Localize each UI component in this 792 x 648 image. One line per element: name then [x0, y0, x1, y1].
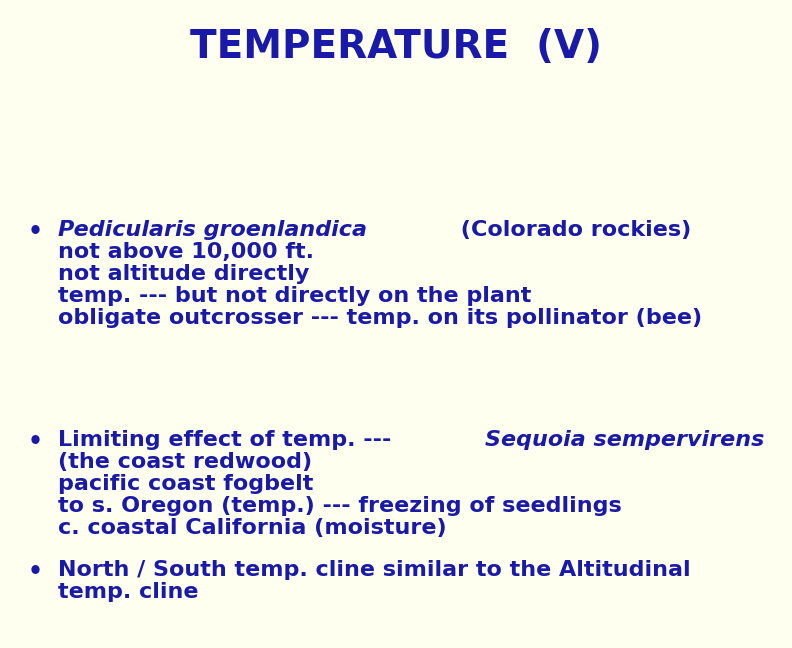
Text: •: •: [28, 560, 43, 584]
Text: Limiting effect of temp. ---: Limiting effect of temp. ---: [58, 430, 399, 450]
Text: (the coast redwood): (the coast redwood): [58, 452, 312, 472]
Text: •: •: [28, 430, 43, 454]
Text: not altitude directly: not altitude directly: [58, 264, 310, 284]
Text: obligate outcrosser --- temp. on its pollinator (bee): obligate outcrosser --- temp. on its pol…: [58, 308, 703, 328]
Text: (Colorado rockies): (Colorado rockies): [453, 220, 691, 240]
Text: not above 10,000 ft.: not above 10,000 ft.: [58, 242, 314, 262]
Text: c. coastal California (moisture): c. coastal California (moisture): [58, 518, 447, 538]
Text: pacific coast fogbelt: pacific coast fogbelt: [58, 474, 314, 494]
Text: •: •: [28, 220, 43, 244]
Text: Pedicularis groenlandica: Pedicularis groenlandica: [58, 220, 367, 240]
Text: to s. Oregon (temp.) --- freezing of seedlings: to s. Oregon (temp.) --- freezing of see…: [58, 496, 622, 516]
Text: North / South temp. cline similar to the Altitudinal: North / South temp. cline similar to the…: [58, 560, 691, 580]
Text: temp. cline: temp. cline: [58, 582, 199, 602]
Text: TEMPERATURE  (V): TEMPERATURE (V): [190, 28, 602, 66]
Text: temp. --- but not directly on the plant: temp. --- but not directly on the plant: [58, 286, 531, 306]
Text: Sequoia sempervirens: Sequoia sempervirens: [485, 430, 764, 450]
